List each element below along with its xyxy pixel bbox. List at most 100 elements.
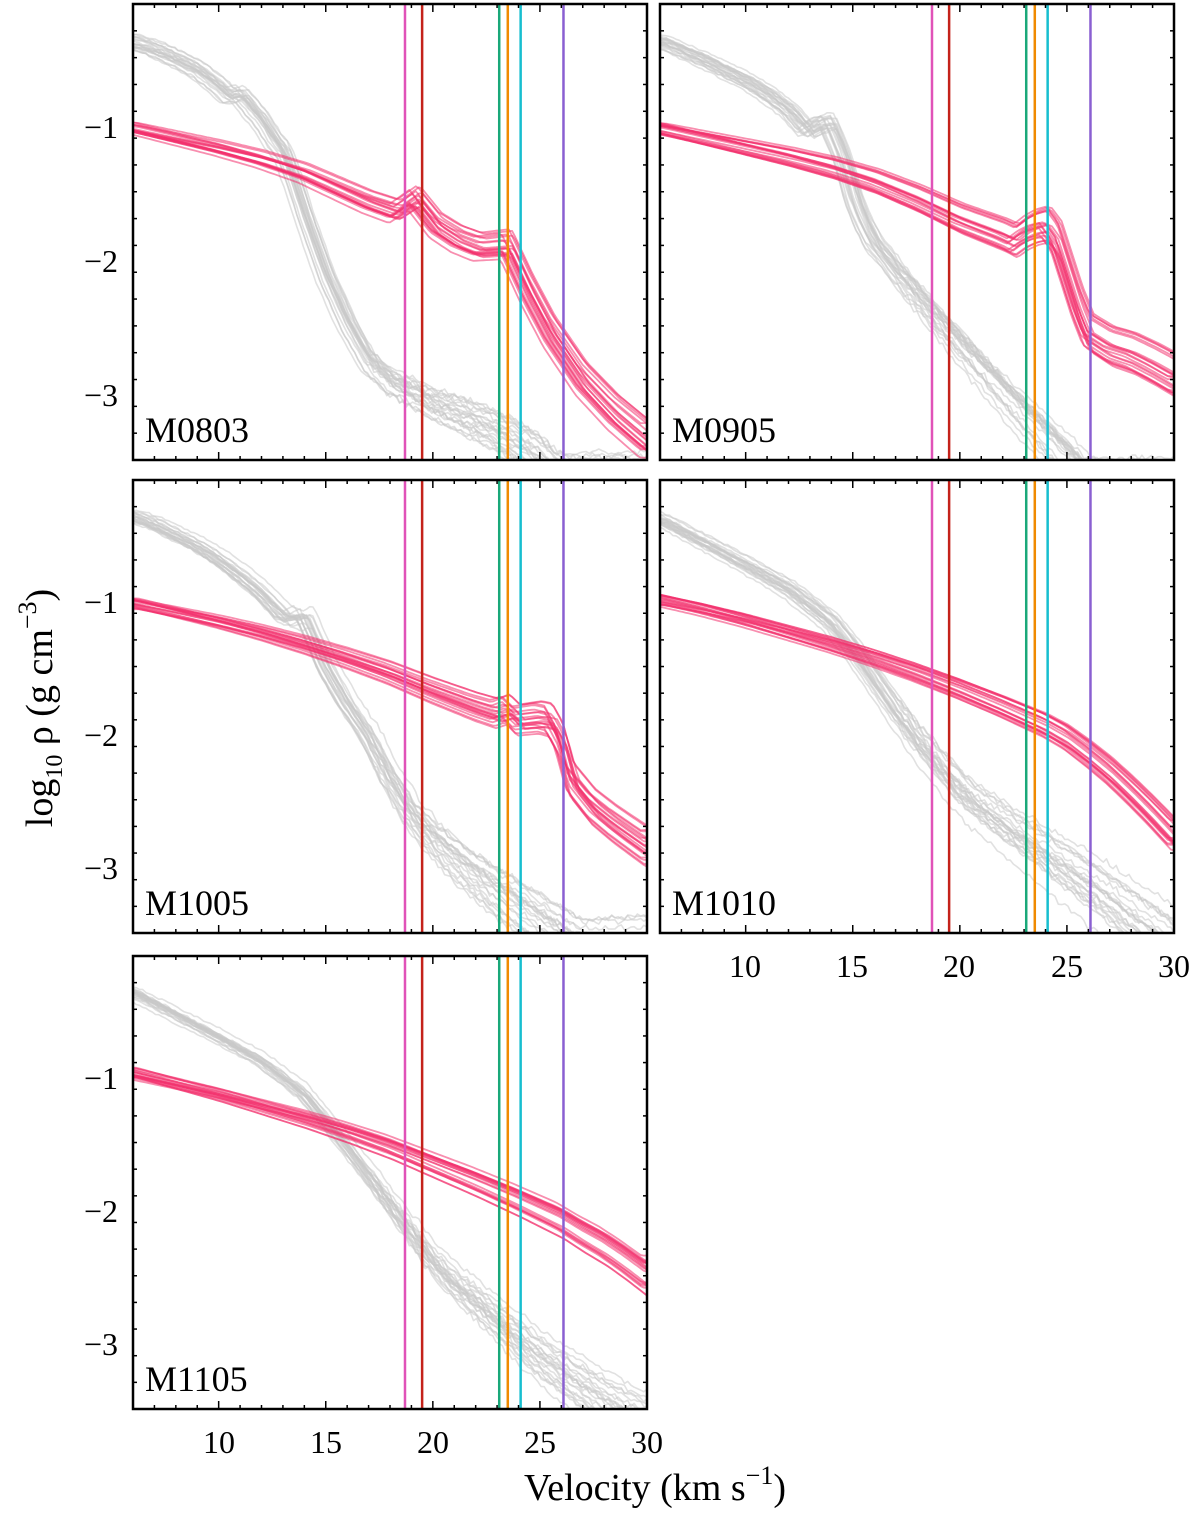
model-curve (660, 594, 1174, 823)
reference-curve (660, 36, 1081, 460)
model-curve (133, 608, 647, 841)
reference-curve (133, 514, 629, 933)
panel-M1105: −1 −2 −3 M1105 10 15 20 25 30 (84, 954, 663, 1460)
y-tick-label: −2 (84, 717, 118, 753)
reference-curve (133, 47, 646, 460)
model-curve (133, 1066, 647, 1285)
y-tick-label: −1 (84, 584, 118, 620)
model-curve (133, 1071, 647, 1271)
model-curve (133, 598, 647, 843)
reference-curves (133, 509, 647, 933)
reference-curve (660, 510, 1174, 925)
model-curve (660, 594, 1174, 833)
model-curve (133, 130, 647, 452)
reference-curves (660, 34, 1174, 460)
model-curve (133, 1068, 647, 1287)
axis-ticks (659, 479, 1175, 934)
model-curve (133, 1075, 647, 1264)
axis-ticks (132, 479, 648, 934)
x-axis-label-main: Velocity (km s (524, 1467, 746, 1509)
panel-label: M1105 (145, 1359, 248, 1399)
model-curve (660, 125, 1174, 355)
reference-curve (133, 513, 573, 933)
model-curve (133, 598, 647, 859)
panel-M1010: M1010 10 15 20 25 30 (658, 478, 1190, 984)
panel-label: M1005 (145, 883, 249, 923)
y-tick-label: −1 (84, 1060, 118, 1096)
model-curve (133, 130, 647, 422)
reference-curve (133, 1001, 587, 1409)
model-curve (133, 599, 647, 831)
x-tick-label: 30 (631, 1424, 663, 1460)
reference-curve (133, 48, 534, 460)
model-curve (660, 595, 1174, 836)
model-curve (660, 605, 1174, 846)
reference-curve (133, 36, 559, 460)
model-curve (660, 594, 1174, 821)
panel-M1005: −1 −2 −3 M1005 (84, 478, 649, 935)
reference-curve (133, 990, 647, 1403)
vertical-markers (403, 956, 565, 1409)
reference-curve (133, 33, 541, 460)
model-curve (660, 132, 1174, 394)
model-curve (133, 603, 647, 839)
model-curves (133, 597, 647, 868)
model-curve (133, 130, 647, 451)
reference-curve (660, 520, 1174, 910)
reference-curve (660, 522, 1158, 933)
axis-ticks (659, 3, 1175, 461)
model-curve (133, 1074, 647, 1262)
x-tick-label: 25 (524, 1424, 556, 1460)
model-curve (660, 604, 1174, 819)
reference-curve (133, 514, 575, 933)
x-tick-label: 30 (1158, 948, 1190, 984)
reference-curve (133, 989, 647, 1399)
reference-curve (660, 42, 1055, 460)
y-axis-label-main: ρ (g cm (19, 629, 61, 755)
reference-curve (660, 520, 1143, 933)
panel-M0905: M0905 (658, 2, 1176, 462)
reference-curve (660, 37, 1081, 460)
model-curve (660, 601, 1174, 846)
model-curve (133, 1077, 647, 1271)
axis-ticks (132, 955, 648, 1410)
model-curve (660, 596, 1174, 843)
y-axis-label-log: log (19, 779, 61, 828)
model-curve (660, 126, 1174, 376)
reference-curve (133, 516, 606, 933)
plot-frame (658, 478, 1176, 935)
vertical-markers (403, 480, 565, 933)
model-curve (660, 593, 1174, 843)
x-axis-label: Velocity (km s−1) (524, 1461, 786, 1509)
y-tick-label: −2 (84, 1193, 118, 1229)
model-curve (133, 121, 647, 447)
model-curve (133, 598, 647, 855)
model-curve (133, 602, 647, 846)
reference-curve (660, 517, 1174, 933)
model-curve (133, 597, 647, 853)
y-tick-label: −3 (84, 1326, 118, 1362)
model-curve (133, 129, 647, 452)
y-axis-label-close: ) (19, 589, 61, 602)
model-curve (133, 130, 647, 448)
model-curve (133, 129, 647, 449)
vertical-markers (403, 4, 565, 460)
x-tick-label: 15 (310, 1424, 342, 1460)
reference-curve (133, 46, 551, 460)
model-curve (133, 128, 647, 450)
model-curve (660, 122, 1174, 353)
reference-curve (660, 48, 1084, 460)
plot-frame (131, 478, 649, 935)
reference-curve (660, 34, 1081, 460)
model-curve (133, 604, 647, 854)
reference-curve (133, 519, 512, 933)
model-curve (660, 600, 1174, 821)
model-curve (133, 121, 647, 420)
reference-curve (660, 514, 1174, 924)
model-curve (660, 593, 1174, 828)
model-curve (660, 598, 1174, 839)
y-axis-label-exponent: −3 (13, 601, 42, 629)
reference-curve (133, 519, 647, 923)
reference-curve (133, 509, 586, 933)
